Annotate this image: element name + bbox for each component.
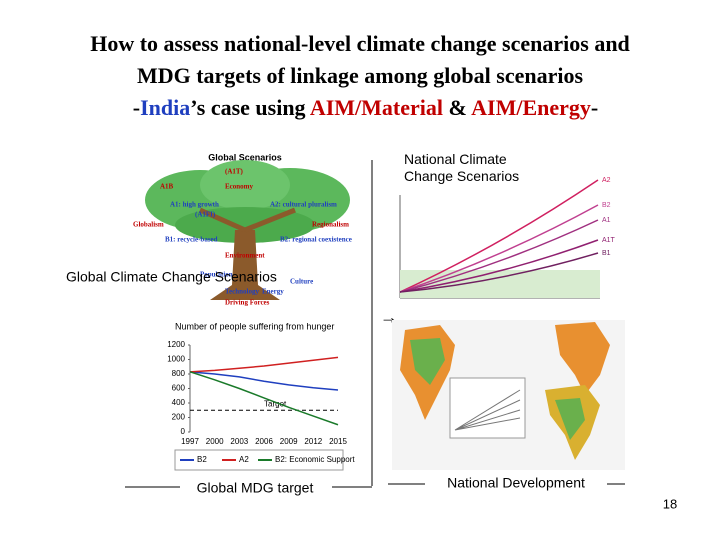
series-line — [189, 371, 339, 426]
x-tick-label: 2015 — [329, 437, 347, 446]
india-maps: National Development — [392, 320, 625, 491]
tree-label: (A1T) — [225, 168, 244, 176]
tree-label: Environment — [225, 252, 265, 260]
y-tick-label: 800 — [172, 369, 186, 378]
tree-label: Driving Forces — [225, 299, 270, 307]
tree-label: Population — [200, 271, 233, 279]
caption: Global MDG target — [197, 480, 314, 496]
tree-label: Regionalism — [312, 221, 349, 229]
tree-label: Technology — [225, 288, 259, 296]
y-tick-label: 1200 — [167, 340, 185, 349]
series-line — [189, 356, 339, 373]
scenario-line — [399, 239, 599, 293]
inset-lines — [454, 389, 521, 431]
title-line: How to assess national-level climate cha… — [90, 31, 630, 56]
target-label: Target — [264, 399, 287, 408]
scenario-line — [399, 204, 599, 293]
tree-label: B2: regional coexistence — [280, 236, 352, 244]
title-part: ’s case using — [190, 95, 310, 120]
tree-label: (A1FI) — [195, 211, 216, 219]
title-part: - — [133, 95, 140, 120]
scenario-label: B2 — [602, 202, 611, 209]
legend-box — [174, 449, 344, 471]
tree-label: A1B — [160, 183, 174, 191]
x-tick-label: 2006 — [255, 437, 273, 446]
caption: National Development — [447, 475, 585, 491]
legend-label: A2 — [239, 455, 249, 464]
scenario-line — [399, 179, 599, 293]
tree-label: B1: recycle-based — [165, 236, 218, 244]
panel-heading: Global Scenarios — [208, 152, 282, 162]
caption-part: National Climate — [404, 151, 507, 167]
trunk — [210, 230, 280, 300]
y-tick-label: 600 — [172, 384, 186, 393]
title-part: - — [591, 95, 598, 120]
tree-label: A1: high growth — [170, 201, 219, 209]
tree-label: A2: cultural pluralism — [270, 201, 337, 209]
legend-label: B2: Economic Support — [275, 455, 355, 464]
map — [410, 338, 445, 385]
y-tick-label: 400 — [172, 398, 186, 407]
y-tick-label: 1000 — [167, 355, 185, 364]
title-part: AIM/Material — [310, 95, 443, 120]
page-number: 18 — [663, 496, 677, 511]
x-tick-label: 2009 — [280, 437, 298, 446]
x-tick-label: 2000 — [206, 437, 224, 446]
scenario-label: B1 — [602, 250, 611, 257]
climate-chart: National Climate Change Scenarios A2 B2 A1… — [399, 151, 616, 299]
tree-label: Globalism — [133, 221, 164, 229]
hunger-chart: Number of people suffering from hunger G… — [167, 321, 355, 495]
y-tick-label: 0 — [181, 427, 186, 436]
x-tick-label: 2012 — [304, 437, 322, 446]
series-line — [189, 371, 339, 391]
tree-label: Economy — [225, 183, 254, 191]
tree-illustration: Global Scenarios (A1T) A1B Economy A1: h… — [66, 152, 352, 306]
chart-title: Number of people suffering from hunger — [175, 321, 334, 331]
foliage — [200, 160, 290, 210]
branch — [198, 207, 296, 233]
x-tick-label: 2003 — [230, 437, 248, 446]
tree-label: Culture — [290, 278, 313, 286]
y-tick-label: 200 — [172, 413, 186, 422]
x-tick-label: 1997 — [181, 437, 199, 446]
gdp-band — [400, 270, 600, 298]
scenario-label: A1 — [602, 217, 611, 224]
caption: Global Climate Change Scenarios — [66, 269, 277, 285]
tree-label: Energy — [262, 288, 284, 296]
title-part: AIM/Energy — [471, 95, 591, 120]
title-part: & — [443, 95, 471, 120]
scenario-line — [399, 252, 599, 293]
title-line: MDG targets of linkage among global scen… — [137, 63, 584, 88]
map — [555, 322, 610, 395]
legend-label: B2 — [197, 455, 207, 464]
caption: National Climate Change Scenarios — [404, 151, 519, 184]
scenario-line — [399, 219, 599, 293]
map — [555, 398, 585, 440]
title-part: India — [140, 95, 190, 120]
scenario-label: A1T — [602, 237, 616, 244]
scenario-label: A2 — [602, 177, 611, 184]
caption-part: Change Scenarios — [404, 168, 519, 184]
title-line: -India’s case using AIM/Material & AIM/E… — [94, 95, 625, 120]
